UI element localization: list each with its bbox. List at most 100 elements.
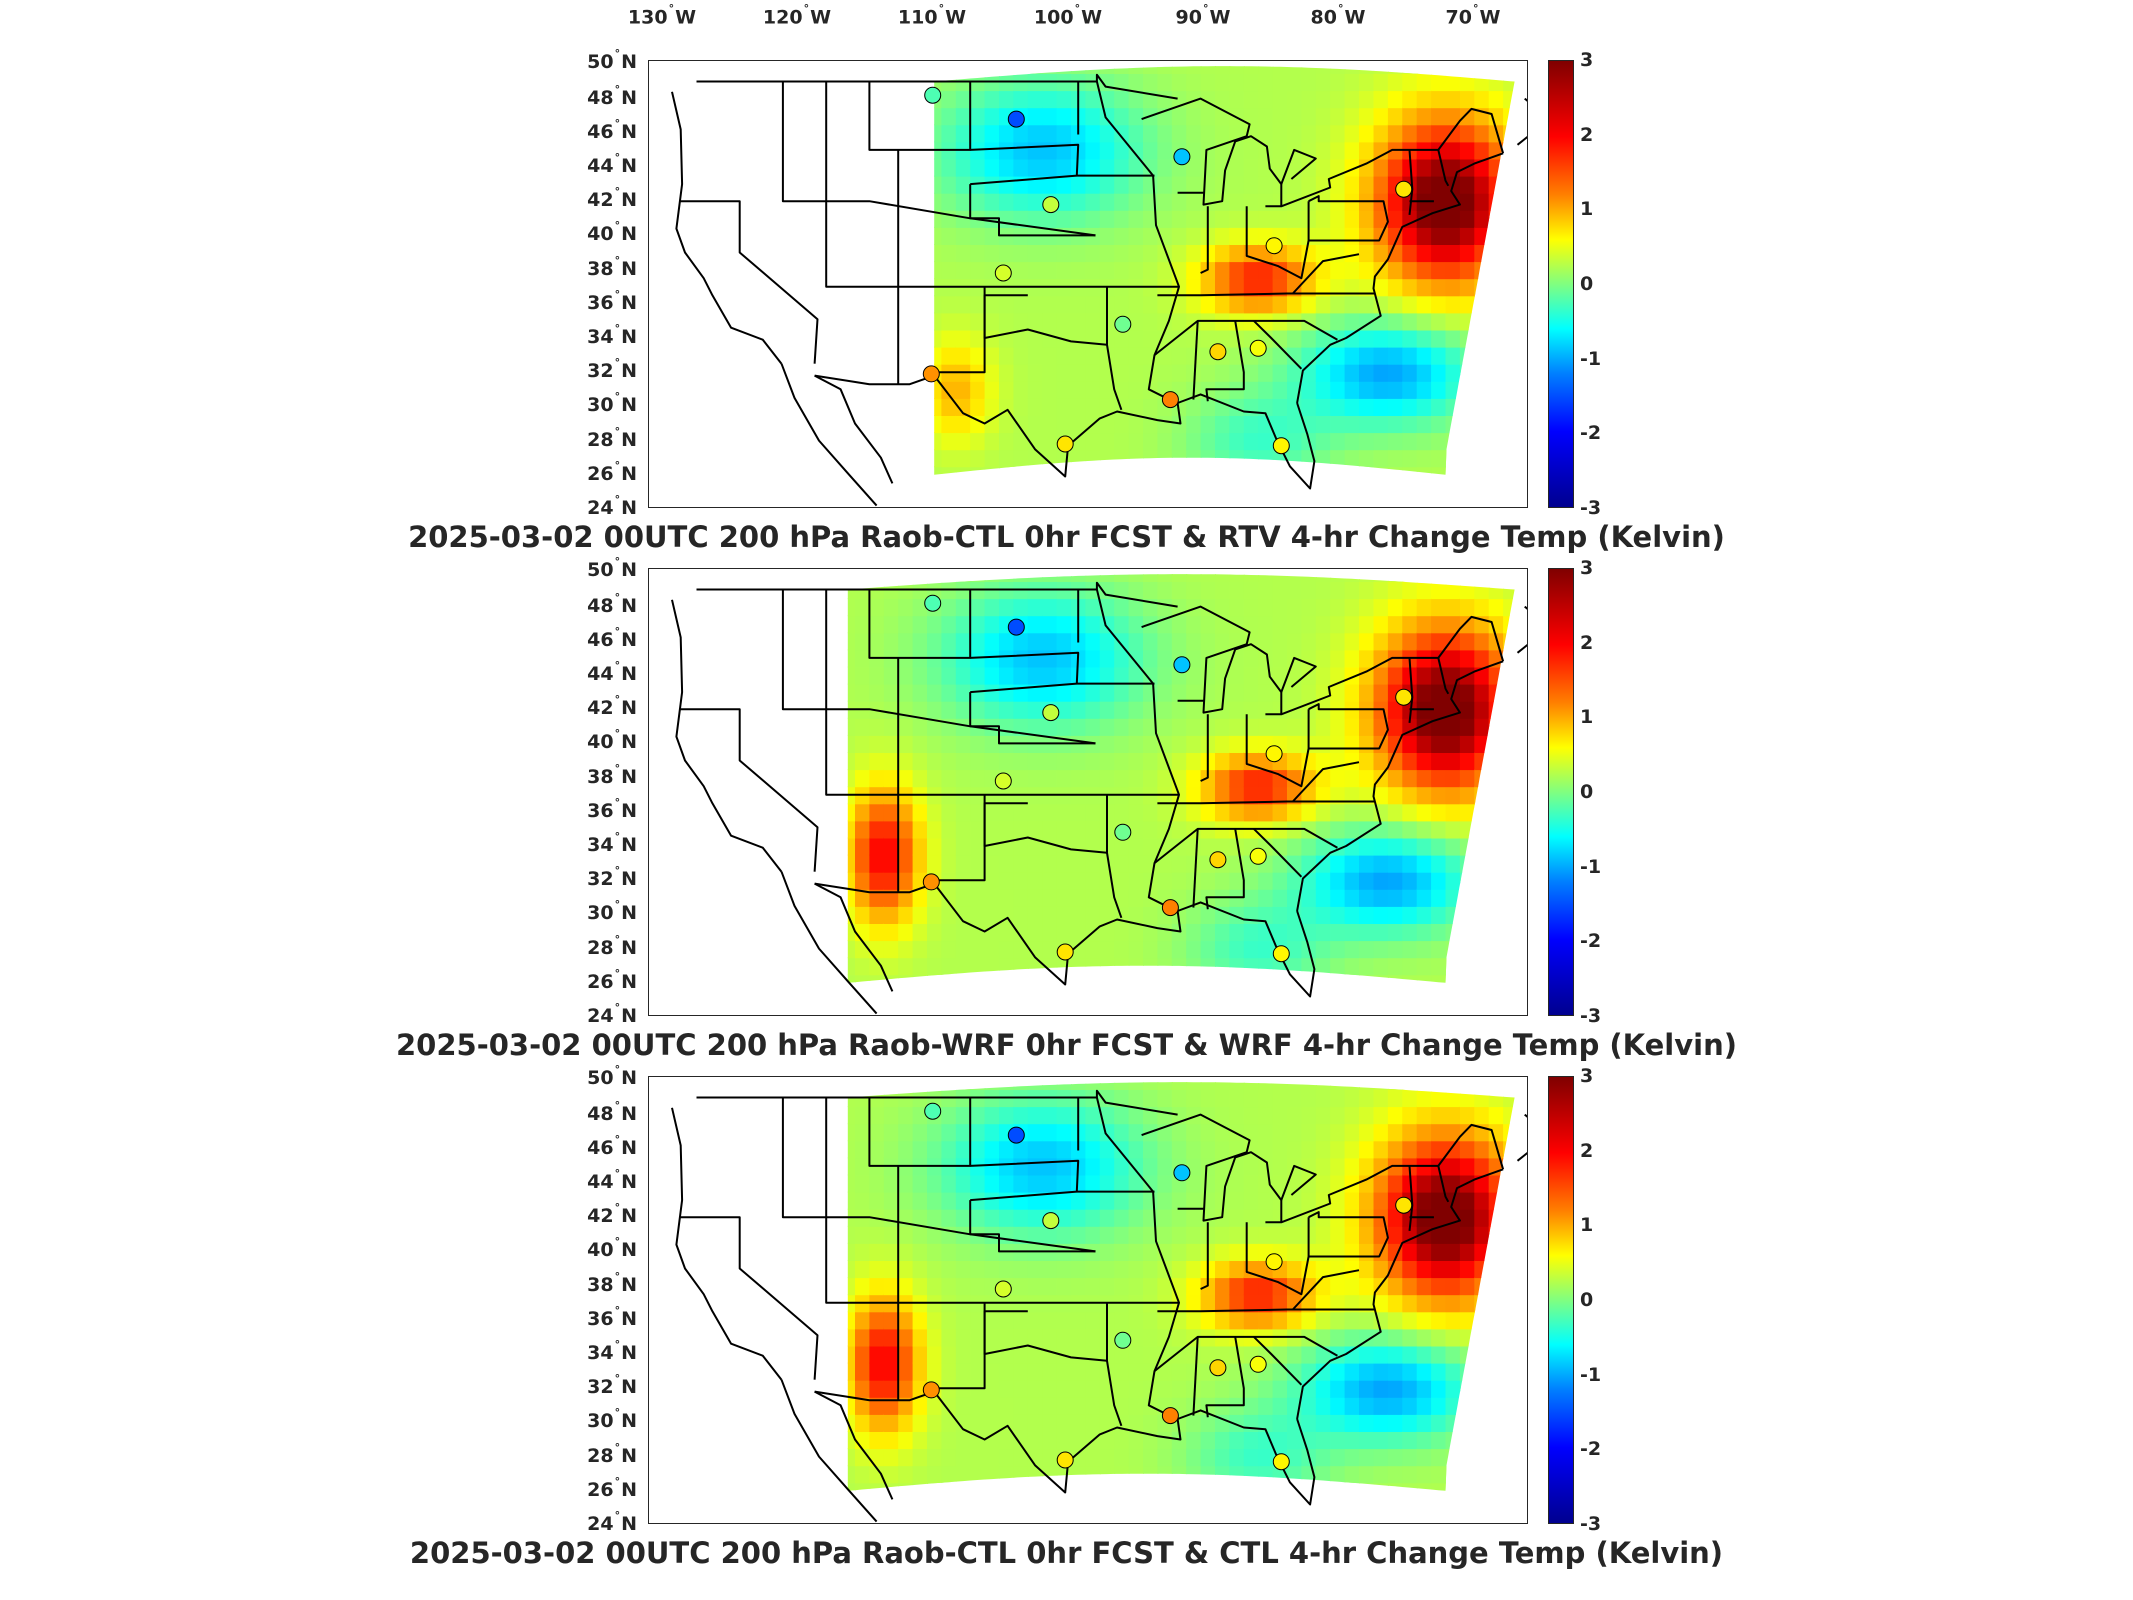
colorbar-tick-label: -3 xyxy=(1580,1005,1602,1027)
latitude-label: 34°N xyxy=(587,1337,637,1365)
raob-station-marker xyxy=(1056,435,1074,453)
latitude-label: 50°N xyxy=(587,46,637,74)
raob-station-marker xyxy=(1114,1331,1132,1349)
raob-station-marker xyxy=(1272,1453,1290,1471)
colorbar-tick-label: 3 xyxy=(1580,1065,1594,1087)
colorbar-tick-label: 2 xyxy=(1580,1139,1594,1162)
raob-station-marker xyxy=(1395,1196,1413,1214)
raob-station-marker xyxy=(1114,823,1132,841)
colorbar-tick-label: 0 xyxy=(1580,273,1594,295)
raob-station-marker xyxy=(1007,1126,1025,1144)
latitude-label: 40°N xyxy=(587,727,637,754)
raob-station-marker xyxy=(1173,656,1191,674)
colorbar-tick-label: -1 xyxy=(1580,347,1602,370)
raob-station-marker xyxy=(994,772,1012,790)
raob-station-marker xyxy=(924,594,942,612)
latitude-label: 50°N xyxy=(587,554,637,582)
latitude-label: 30°N xyxy=(587,1406,637,1433)
latitude-label: 40°N xyxy=(587,219,637,246)
longitude-label: 100°W xyxy=(1033,2,1103,29)
state-boundaries xyxy=(671,1089,1527,1523)
latitude-label: 38°N xyxy=(587,761,637,788)
latitude-label: 32°N xyxy=(587,864,637,891)
raob-station-marker xyxy=(1161,899,1179,917)
latitude-label: 42°N xyxy=(587,1201,637,1228)
latitude-label: 38°N xyxy=(587,253,637,280)
colorbar-tick-label: -3 xyxy=(1580,497,1602,519)
raob-station-marker xyxy=(922,873,940,891)
latitude-label: 30°N xyxy=(587,390,637,417)
raob-station-marker xyxy=(922,365,940,383)
raob-station-marker xyxy=(1209,343,1227,361)
latitude-label: 28°N xyxy=(587,932,637,959)
latitude-label: 42°N xyxy=(587,693,637,720)
longitude-label: 130°W xyxy=(627,2,697,29)
state-boundaries xyxy=(671,581,1527,1015)
colorbar-tick-label: 0 xyxy=(1580,781,1594,803)
raob-station-marker xyxy=(1173,1164,1191,1182)
raob-station-marker xyxy=(1265,1253,1283,1271)
latitude-label: 48°N xyxy=(587,1098,637,1125)
colorbar-tick-label: 1 xyxy=(1580,706,1594,729)
raob-station-marker xyxy=(1042,1212,1060,1230)
latitude-label: 32°N xyxy=(587,356,637,383)
longitude-label: 90°W xyxy=(1175,2,1231,29)
latitude-label: 24°N xyxy=(587,492,637,520)
map-svg xyxy=(671,66,1527,507)
raob-station-marker xyxy=(1209,1359,1227,1377)
raob-station-marker xyxy=(1161,1407,1179,1425)
latitude-label: 26°N xyxy=(587,966,637,993)
latitude-label: 26°N xyxy=(587,1474,637,1501)
latitude-label: 36°N xyxy=(587,1303,637,1330)
colorbar-tick-label: 3 xyxy=(1580,557,1594,579)
map-panel-2: 2025-03-02 00UTC 200 hPa Raob-WRF 0hr FC… xyxy=(0,555,2133,1078)
raob-station-marker xyxy=(1161,391,1179,409)
raob-station-marker xyxy=(1265,745,1283,763)
state-boundaries xyxy=(671,73,1527,507)
latitude-label: 26°N xyxy=(587,458,637,485)
longitude-label: 110°W xyxy=(897,2,967,29)
map-frame xyxy=(648,568,1528,1016)
panel-title: 2025-03-02 00UTC 200 hPa Raob-CTL 0hr FC… xyxy=(408,520,1725,554)
raob-station-marker xyxy=(1042,704,1060,722)
latitude-label: 36°N xyxy=(587,287,637,314)
colorbar xyxy=(1548,60,1574,508)
longitude-label: 80°W xyxy=(1310,2,1366,29)
raob-station-marker xyxy=(994,264,1012,282)
longitude-label: 70°W xyxy=(1445,2,1501,29)
colorbar-tick-label: -2 xyxy=(1580,930,1602,953)
latitude-label: 28°N xyxy=(587,424,637,451)
colorbar-tick-label: -3 xyxy=(1580,1513,1602,1535)
map-panel-1: 2025-03-02 00UTC 200 hPa Raob-CTL 0hr FC… xyxy=(0,47,2133,570)
latitude-label: 28°N xyxy=(587,1440,637,1467)
raob-station-marker xyxy=(1114,315,1132,333)
raob-station-marker xyxy=(924,86,942,104)
map-svg xyxy=(671,574,1527,1015)
temperature-change-field xyxy=(934,66,1515,475)
map-frame xyxy=(648,1076,1528,1524)
map-frame xyxy=(648,60,1528,508)
latitude-label: 46°N xyxy=(587,116,637,143)
latitude-label: 46°N xyxy=(587,624,637,651)
colorbar-tick-label: -1 xyxy=(1580,1363,1602,1386)
raob-station-marker xyxy=(924,1102,942,1120)
colorbar-tick-label: -2 xyxy=(1580,1438,1602,1461)
raob-station-marker xyxy=(994,1280,1012,1298)
latitude-label: 50°N xyxy=(587,1062,637,1090)
longitude-label: 120°W xyxy=(762,2,832,29)
latitude-label: 48°N xyxy=(587,82,637,109)
panel-title: 2025-03-02 00UTC 200 hPa Raob-CTL 0hr FC… xyxy=(409,1536,1724,1570)
raob-station-marker xyxy=(1272,437,1290,455)
raob-station-marker xyxy=(1395,688,1413,706)
panel-title: 2025-03-02 00UTC 200 hPa Raob-WRF 0hr FC… xyxy=(395,1028,1737,1062)
latitude-label: 44°N xyxy=(587,150,637,178)
colorbar-tick-label: 3 xyxy=(1580,49,1594,71)
latitude-label: 42°N xyxy=(587,185,637,212)
raob-station-marker xyxy=(1209,851,1227,869)
map-svg xyxy=(671,1082,1527,1523)
latitude-label: 34°N xyxy=(587,829,637,857)
colorbar-tick-label: 2 xyxy=(1580,631,1594,654)
latitude-label: 38°N xyxy=(587,1269,637,1296)
latitude-label: 24°N xyxy=(587,1508,637,1536)
colorbar-tick-label: 1 xyxy=(1580,1214,1594,1237)
